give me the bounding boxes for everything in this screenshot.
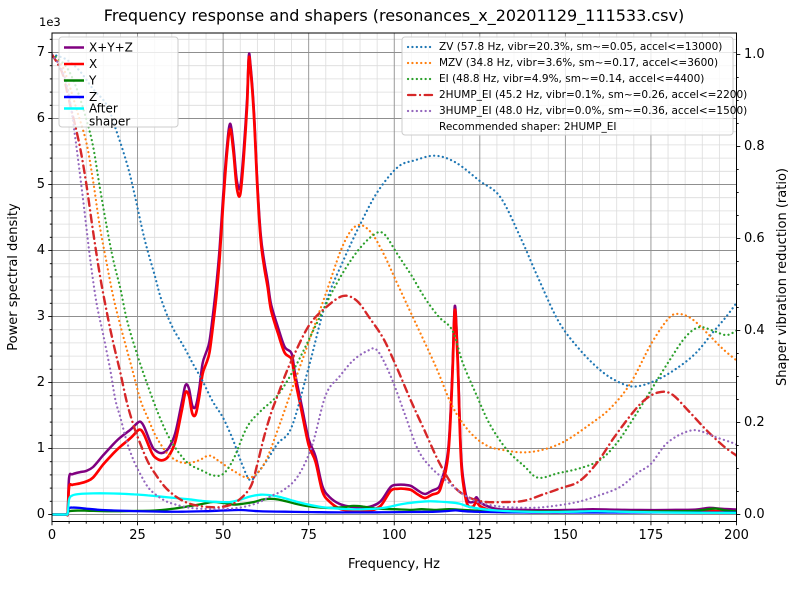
y-left-tick-label: 4 <box>37 243 45 258</box>
x-tick-label: 100 <box>382 528 407 543</box>
series-mzv-curve <box>52 53 737 479</box>
y-left-offset-text: 1e3 <box>39 15 61 29</box>
legend-item-3hump-ei: 3HUMP_EI (48.0 Hz, vibr=0.0%, sm~=0.36, … <box>406 105 747 117</box>
legend-label: shaper <box>89 115 130 129</box>
y-right-tick-label: 0.6 <box>744 231 765 246</box>
x-tick-label: 150 <box>553 528 578 543</box>
x-tick-label: 25 <box>129 528 146 543</box>
y-left-tick-label: 7 <box>37 45 45 60</box>
y-left-tick-label: 1 <box>37 441 45 456</box>
x-tick-label: 0 <box>48 528 56 543</box>
y-right-tick-label: 0.4 <box>744 323 765 338</box>
chart-title: Frequency response and shapers (resonanc… <box>104 6 684 26</box>
series-zv-curve <box>52 53 737 482</box>
legend-shapers: ZV (57.8 Hz, vibr=20.3%, sm~=0.05, accel… <box>401 36 747 136</box>
series-ei-curve <box>52 53 737 480</box>
y-right-tick-label: 1.0 <box>744 47 765 62</box>
legend-shapers-box <box>401 36 734 136</box>
legend-label: EI (48.8 Hz, vibr=4.9%, sm~=0.14, accel<… <box>439 73 704 85</box>
legend-label: 3HUMP_EI (48.0 Hz, vibr=0.0%, sm~=0.36, … <box>439 105 747 117</box>
series-x-plus-y-plus-z <box>52 52 737 517</box>
legend-item-2hump-ei: 2HUMP_EI (45.2 Hz, vibr=0.1%, sm~=0.26, … <box>406 89 747 101</box>
x-tick-label: 125 <box>467 528 492 543</box>
legend-item-y: Y <box>64 74 97 88</box>
y-left-tick-label: 0 <box>37 507 45 522</box>
x-tick-label: 75 <box>300 528 317 543</box>
legend-item-zv: ZV (57.8 Hz, vibr=20.3%, sm~=0.05, accel… <box>406 41 722 53</box>
series-two-hump-ei-curve <box>52 53 737 509</box>
series-three-hump-ei-curve <box>52 53 737 511</box>
axis-tick-labels: 0 25 50 75 100 125 150 175 200 0 1 2 3 4 5 6 7 0.0 0.2 0.4 0… <box>37 45 765 543</box>
y-right-tick-label: 0.2 <box>744 415 765 430</box>
y-left-tick-label: 5 <box>37 177 45 192</box>
legend-label: Z <box>89 90 97 104</box>
legend-label: X <box>89 57 97 71</box>
legend-label: X+Y+Z <box>89 41 133 55</box>
series-group <box>52 52 737 517</box>
legend-label: MZV (34.8 Hz, vibr=3.6%, sm~=0.17, accel… <box>439 57 718 69</box>
legend-item-z: Z <box>64 90 97 104</box>
x-tick-label: 200 <box>724 528 749 543</box>
series-after-shaper <box>52 492 737 516</box>
y-left-tick-label: 3 <box>37 309 45 324</box>
y-right-tick-label: 0.8 <box>744 139 765 154</box>
y-left-tick-label: 6 <box>37 111 45 126</box>
x-axis-label: Frequency, Hz <box>348 557 440 572</box>
legend-item-ei: EI (48.8 Hz, vibr=4.9%, sm~=0.14, accel<… <box>406 73 704 85</box>
y-right-axis-label: Shaper vibration reduction (ratio) <box>775 168 790 386</box>
legend-label: After <box>89 102 118 116</box>
legend-item-mzv: MZV (34.8 Hz, vibr=3.6%, sm~=0.17, accel… <box>406 57 718 69</box>
legend-item-x: X <box>64 57 97 71</box>
legend-recommended-shaper: Recommended shaper: 2HUMP_EI <box>439 121 617 133</box>
x-tick-label: 175 <box>639 528 664 543</box>
y-left-axis-label: Power spectral density <box>6 203 21 351</box>
legend-label: ZV (57.8 Hz, vibr=20.3%, sm~=0.05, accel… <box>439 41 722 53</box>
axis-ticks <box>48 38 741 526</box>
legend-label: 2HUMP_EI (45.2 Hz, vibr=0.1%, sm~=0.26, … <box>439 89 747 101</box>
y-left-tick-label: 2 <box>37 375 45 390</box>
legend-item-x-y-z: X+Y+Z <box>64 41 133 55</box>
y-right-tick-label: 0.0 <box>744 507 765 522</box>
legend-measurements-box <box>58 36 179 128</box>
x-tick-label: 50 <box>215 528 232 543</box>
legend-label: Y <box>88 74 97 88</box>
